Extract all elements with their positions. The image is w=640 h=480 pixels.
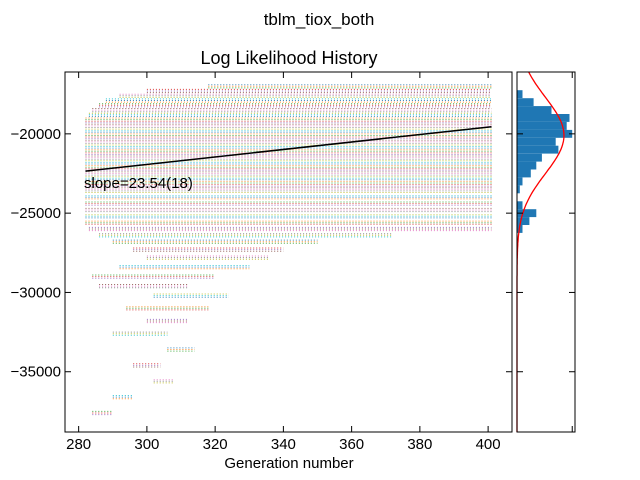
x-tick-label: 300 (134, 436, 159, 453)
histogram-bar (517, 90, 523, 99)
histogram-axes-frame (516, 71, 576, 433)
trend-line (85, 125, 492, 172)
y-tick-label: −20000 (11, 126, 61, 143)
y-tick-label: −30000 (11, 284, 61, 301)
histogram-bar (517, 137, 556, 146)
histogram-bar (517, 145, 559, 154)
main-plot-title: Log Likelihood History (200, 48, 377, 68)
x-tick-label: 280 (66, 436, 91, 453)
x-tick-label: 400 (476, 436, 501, 453)
histogram-bar (517, 217, 530, 225)
slope-annotation: slope=23.54(18) (84, 175, 193, 192)
histogram-bar (517, 169, 531, 178)
population-traces (85, 84, 492, 416)
main-scatter-plot: slope=23.54(18) 280 300 320 340 360 380 400 −200… (11, 71, 513, 453)
x-axis-label: Generation number (224, 455, 353, 472)
main-axes-frame (64, 71, 513, 433)
histogram-bar (517, 185, 520, 194)
histogram-bar (517, 153, 542, 162)
histogram-bar (517, 129, 573, 138)
y-tick-label: −25000 (11, 205, 61, 222)
figure-suptitle: tblm_tiox_both (264, 10, 375, 29)
x-tick-label: 380 (407, 436, 432, 453)
histogram-bar (517, 201, 523, 210)
histogram-panel (516, 71, 576, 433)
histogram-bar (517, 106, 552, 114)
histogram-bar (517, 98, 534, 107)
x-tick-label: 320 (203, 436, 228, 453)
histogram-bar (517, 114, 570, 122)
histogram-bar (517, 161, 537, 170)
y-tick-label: −35000 (11, 364, 61, 381)
histogram-bar (517, 209, 537, 218)
x-tick-label: 340 (271, 436, 296, 453)
x-tick-label: 360 (339, 436, 364, 453)
histogram-bar (517, 177, 523, 186)
histogram-bar (517, 122, 567, 130)
